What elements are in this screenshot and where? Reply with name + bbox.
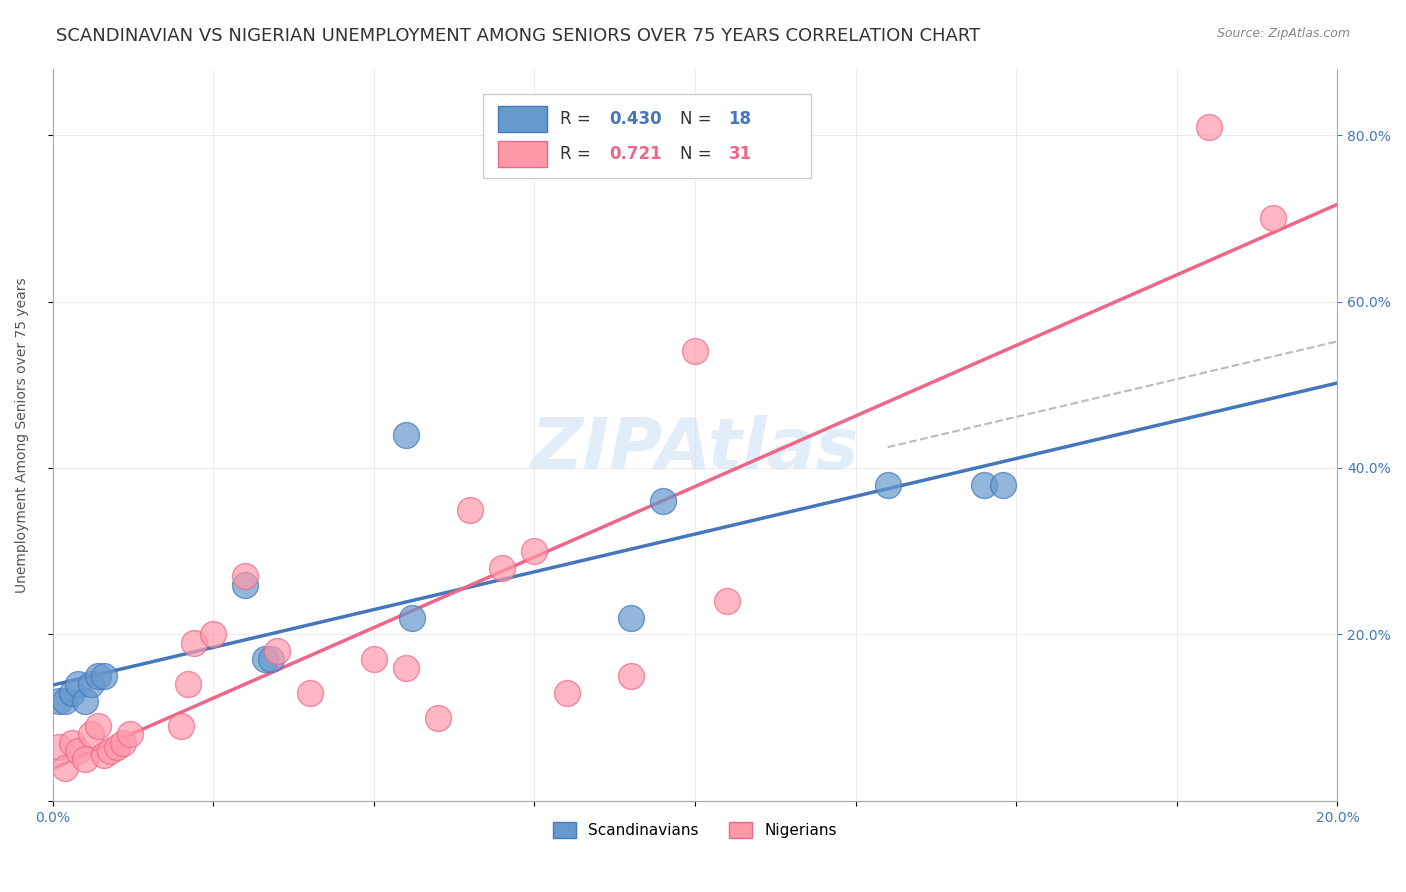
Point [260, 652, 283, 666]
Point [48, 739, 70, 754]
Text: ZIPAtlas: ZIPAtlas [530, 415, 859, 483]
Text: N =: N = [679, 110, 717, 128]
Text: Source: ZipAtlas.com: Source: ZipAtlas.com [1216, 27, 1350, 40]
Point [202, 627, 225, 641]
Text: N =: N = [679, 145, 717, 163]
Point [555, 686, 578, 700]
Text: 0.430: 0.430 [609, 110, 662, 128]
Point [73, 694, 96, 708]
Point [100, 744, 122, 758]
Point [105, 739, 128, 754]
Text: 18: 18 [728, 110, 751, 128]
Point [458, 502, 481, 516]
Y-axis label: Unemployment Among Seniors over 75 years: Unemployment Among Seniors over 75 years [15, 277, 30, 592]
Text: SCANDINAVIAN VS NIGERIAN UNEMPLOYMENT AMONG SENIORS OVER 75 YEARS CORRELATION CH: SCANDINAVIAN VS NIGERIAN UNEMPLOYMENT AM… [56, 27, 980, 45]
Point [67, 744, 90, 758]
Point [86, 669, 108, 683]
Legend: Scandinavians, Nigerians: Scandinavians, Nigerians [547, 816, 844, 845]
Point [93, 669, 115, 683]
Bar [499, 106, 547, 132]
Text: R =: R = [560, 145, 602, 163]
FancyBboxPatch shape [484, 95, 811, 178]
Point [651, 494, 673, 508]
Point [183, 636, 205, 650]
Point [993, 477, 1015, 491]
Bar [499, 141, 547, 168]
Point [60, 736, 83, 750]
Text: R =: R = [560, 110, 596, 128]
Point [60, 686, 83, 700]
Point [86, 719, 108, 733]
Point [233, 577, 256, 591]
Point [523, 544, 546, 558]
Point [363, 652, 385, 666]
Point [233, 569, 256, 583]
Point [395, 661, 418, 675]
Point [73, 752, 96, 766]
Point [170, 719, 193, 733]
Point [298, 686, 321, 700]
Text: 31: 31 [728, 145, 752, 163]
Point [80, 727, 103, 741]
Point [48, 694, 70, 708]
Point [55, 694, 77, 708]
Point [266, 644, 288, 658]
Point [491, 561, 513, 575]
Point [1198, 120, 1220, 134]
Point [112, 736, 135, 750]
Point [118, 727, 141, 741]
Point [395, 427, 418, 442]
Point [93, 748, 115, 763]
Point [876, 477, 898, 491]
Point [683, 344, 706, 359]
Point [253, 652, 276, 666]
Point [401, 611, 423, 625]
Point [67, 677, 90, 691]
Text: 0.721: 0.721 [609, 145, 662, 163]
Point [1263, 211, 1285, 226]
Point [620, 611, 643, 625]
Point [427, 711, 450, 725]
Point [716, 594, 738, 608]
Point [620, 669, 643, 683]
Point [973, 477, 995, 491]
Point [176, 677, 198, 691]
Point [80, 677, 103, 691]
Point [55, 761, 77, 775]
